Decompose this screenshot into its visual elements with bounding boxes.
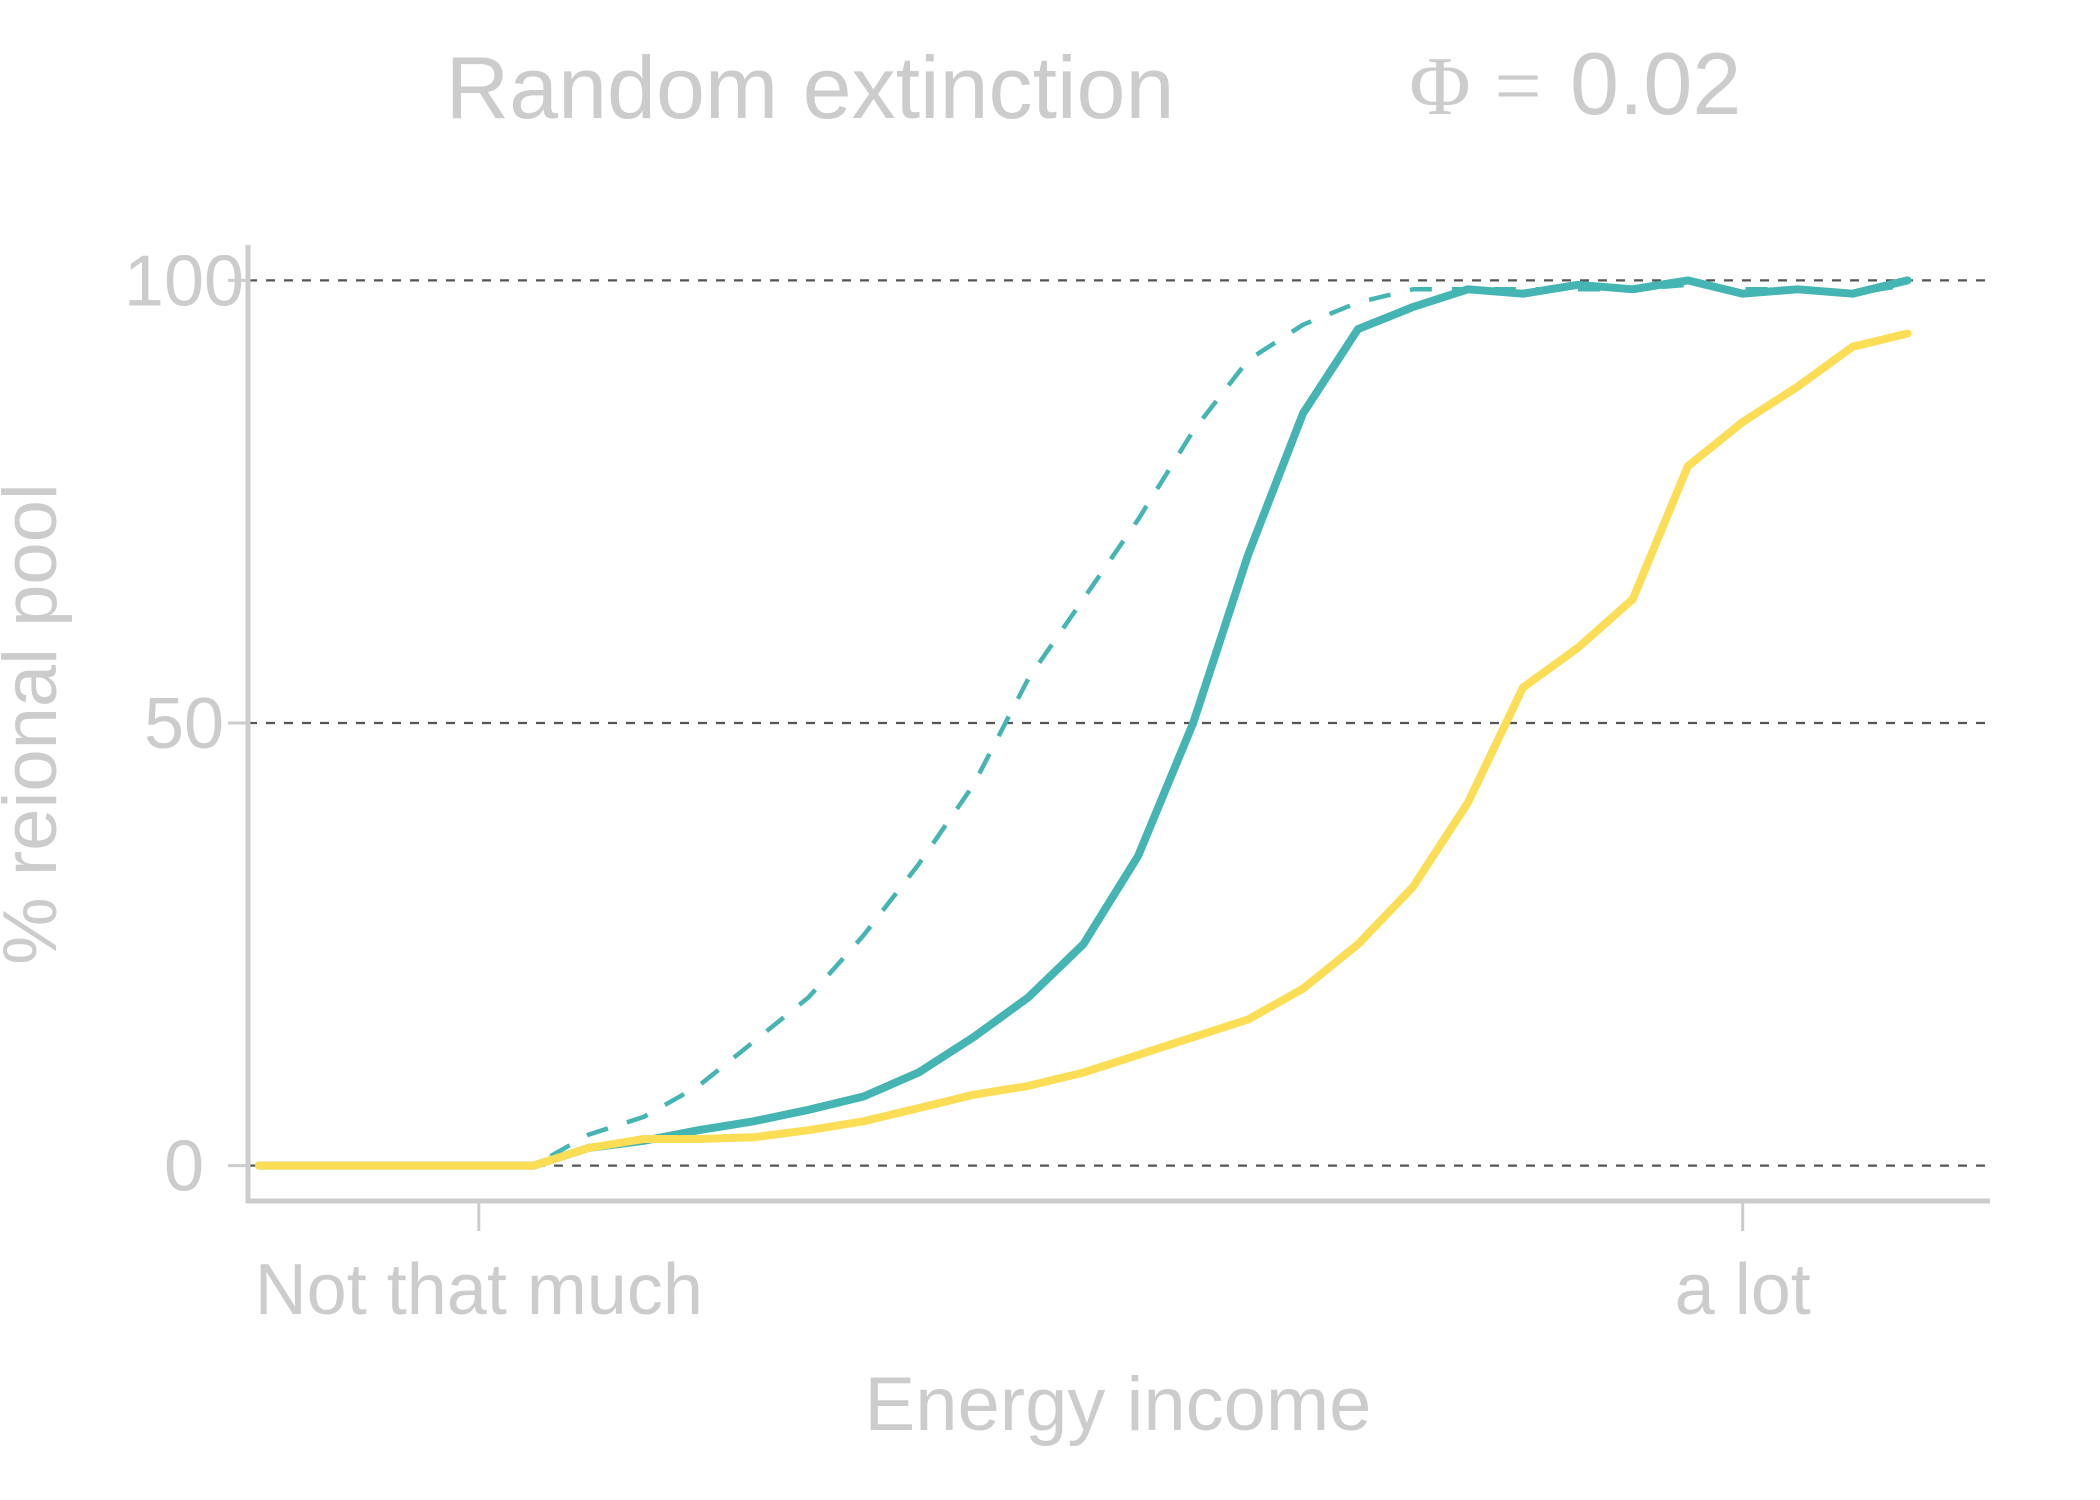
series-lines	[255, 276, 1912, 1170]
y-axis-label: % reional pool	[0, 483, 73, 965]
y-tick-label-50: 50	[144, 684, 224, 764]
y-tick-label-100: 100	[124, 241, 244, 321]
y-tick-label-0: 0	[164, 1127, 204, 1207]
x-axis-label: Energy income	[865, 1362, 1372, 1447]
phi-symbol: Φ	[1409, 40, 1470, 133]
x-tick-label-0: Not that much	[255, 1250, 703, 1330]
x-tick-label-1: a lot	[1675, 1250, 1811, 1330]
chart-subtitle: Φ = 0.02	[1409, 34, 1741, 133]
series-line-dashed-teal	[259, 282, 1908, 1168]
phi-equals: =	[1494, 40, 1541, 133]
phi-value: 0.02	[1570, 34, 1741, 133]
grid-lines	[248, 279, 1990, 1167]
chart-title: Random extinction	[446, 38, 1175, 137]
series-line-solid-yellow	[255, 329, 1912, 1170]
x-ticks: Not that much a lot	[255, 1201, 1811, 1330]
y-ticks: 0 50 100	[124, 241, 248, 1207]
